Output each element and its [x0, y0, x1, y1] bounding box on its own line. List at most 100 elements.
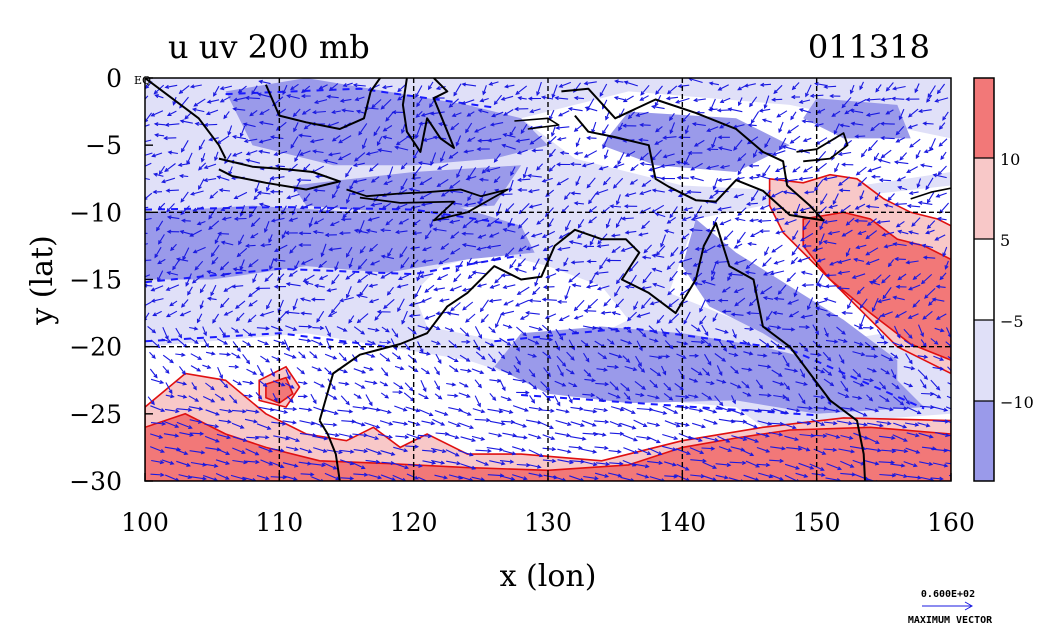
- wind-vector: [860, 148, 868, 158]
- wind-vector: [269, 135, 284, 140]
- wind-vector: [849, 108, 864, 114]
- wind-vector: [769, 474, 784, 481]
- wind-vector: [729, 341, 737, 350]
- wind-vector: [175, 449, 189, 455]
- wind-vector: [259, 380, 268, 388]
- wind-vector: [569, 436, 587, 441]
- wind-vector: [438, 298, 450, 303]
- wind-vector: [367, 340, 377, 345]
- wind-vector: [270, 368, 275, 378]
- wind-vector: [548, 148, 556, 158]
- wind-vector: [435, 431, 450, 436]
- wind-vector: [364, 380, 378, 385]
- wind-vector: [717, 298, 729, 303]
- wind-vector: [191, 382, 197, 391]
- wind-vector: [145, 258, 152, 263]
- wind-vector: [935, 313, 947, 320]
- wind-vector: [437, 163, 449, 170]
- wind-vector: [813, 395, 826, 400]
- wind-vector: [876, 329, 885, 340]
- wind-vector: [424, 284, 435, 293]
- wind-vector: [310, 393, 317, 405]
- wind-vector: [623, 392, 631, 401]
- wind-vector: [455, 260, 464, 273]
- wind-vector: [346, 246, 353, 258]
- wind-vector: [823, 327, 829, 338]
- wind-vector: [596, 285, 610, 291]
- wind-vector: [934, 234, 946, 241]
- wind-vector: [283, 352, 297, 359]
- wind-vector: [596, 367, 608, 372]
- wind-vector: [461, 339, 471, 344]
- wind-vector: [556, 136, 567, 142]
- wind-vector: [764, 246, 770, 257]
- wind-vector: [642, 271, 652, 284]
- wind-vector: [771, 244, 783, 253]
- wind-vector: [477, 138, 490, 143]
- wind-vector: [303, 193, 311, 203]
- wind-vector: [529, 325, 543, 332]
- colorbar-label-5: 5: [1000, 231, 1010, 250]
- wind-vector: [795, 472, 809, 478]
- wind-vector: [743, 436, 760, 443]
- wind-vector: [620, 422, 637, 430]
- wind-vector: [782, 355, 790, 368]
- wind-vector: [500, 475, 516, 481]
- wind-vector: [154, 246, 162, 259]
- wind-vector: [568, 445, 583, 450]
- wind-vector: [289, 83, 299, 91]
- wind-vector: [363, 366, 374, 372]
- wind-vector: [398, 218, 409, 225]
- wind-vector: [364, 422, 381, 429]
- wind-vector: [663, 392, 674, 401]
- wind-vector: [616, 273, 625, 285]
- wind-vector: [324, 232, 337, 238]
- wind-vector: [421, 420, 436, 426]
- wind-vector: [636, 340, 643, 352]
- wind-vector: [313, 381, 325, 388]
- plot-title: u uv 200 mb: [168, 28, 370, 66]
- seram-coast: [514, 117, 560, 130]
- wind-vector: [627, 111, 636, 120]
- wind-vector: [699, 299, 706, 313]
- wind-vector: [648, 166, 662, 172]
- wind-vector: [312, 110, 326, 115]
- wind-vector: [471, 270, 487, 275]
- wind-vector: [690, 162, 703, 171]
- wind-vector: [418, 393, 429, 399]
- wind-vector: [205, 351, 216, 356]
- wind-vector: [273, 435, 291, 441]
- wind-vector: [286, 94, 300, 100]
- wind-vector: [272, 408, 289, 414]
- wind-vector: [809, 463, 825, 471]
- wind-vector: [612, 177, 624, 189]
- wind-vector: [449, 285, 462, 292]
- wind-vector: [176, 381, 188, 386]
- wind-vector: [875, 220, 891, 225]
- wind-vector: [330, 301, 341, 314]
- wind-vector: [417, 434, 433, 439]
- wind-vector: [670, 247, 679, 257]
- wind-vector: [450, 231, 460, 239]
- wind-vector: [946, 395, 951, 399]
- wind-vector: [323, 159, 338, 165]
- wind-vector: [474, 379, 482, 389]
- wind-vector: [917, 369, 929, 380]
- wind-vector: [488, 432, 503, 438]
- strong-negative-area-1: [145, 205, 535, 280]
- wind-vector: [614, 298, 625, 309]
- wind-vector: [150, 421, 167, 426]
- wind-vector: [719, 164, 730, 169]
- wind-vector: [358, 123, 368, 136]
- wind-vector: [233, 191, 248, 200]
- wind-vector: [198, 178, 205, 190]
- wind-vector: [525, 310, 540, 316]
- wind-vector: [908, 230, 919, 235]
- wind-vector: [867, 422, 884, 428]
- wind-vector: [477, 108, 489, 114]
- wind-vector: [748, 298, 758, 307]
- wind-vector: [517, 177, 531, 183]
- wind-vector: [634, 380, 646, 390]
- wind-vector: [570, 421, 585, 427]
- wind-vector: [575, 137, 581, 148]
